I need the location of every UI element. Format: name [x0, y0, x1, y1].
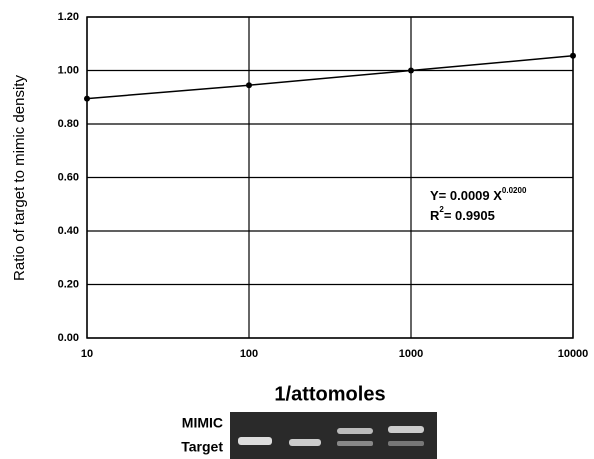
- gel-image: [230, 412, 437, 459]
- point: [246, 82, 252, 88]
- x-tick-label: 1000: [399, 348, 423, 360]
- point: [84, 96, 90, 102]
- y-tick-label: 0.80: [58, 118, 79, 130]
- r-squared: R2= 0.9905: [430, 205, 495, 223]
- x-axis-label: 1/attomoles: [274, 383, 385, 405]
- x-tick-label: 10: [81, 348, 93, 360]
- y-tick-label: 1.00: [58, 64, 79, 76]
- equation: Y= 0.0009 X0.0200: [430, 186, 527, 203]
- x-tick-label: 100: [240, 348, 258, 360]
- point: [570, 53, 576, 59]
- y-tick-label: 0.00: [58, 332, 79, 344]
- y-axis-label: Ratio of target to mimic density: [11, 75, 28, 281]
- y-tick-label: 0.20: [58, 278, 79, 290]
- gel-label: Target: [181, 439, 223, 455]
- series-line: [87, 56, 573, 99]
- chart: Ratio of target to mimic density 1/attom…: [0, 0, 594, 459]
- gel-label: MIMIC: [182, 415, 223, 431]
- y-tick-label: 0.60: [58, 171, 79, 183]
- point: [408, 68, 414, 74]
- x-tick-label: 10000: [558, 348, 589, 360]
- y-tick-label: 1.20: [58, 11, 79, 23]
- y-tick-label: 0.40: [58, 225, 79, 237]
